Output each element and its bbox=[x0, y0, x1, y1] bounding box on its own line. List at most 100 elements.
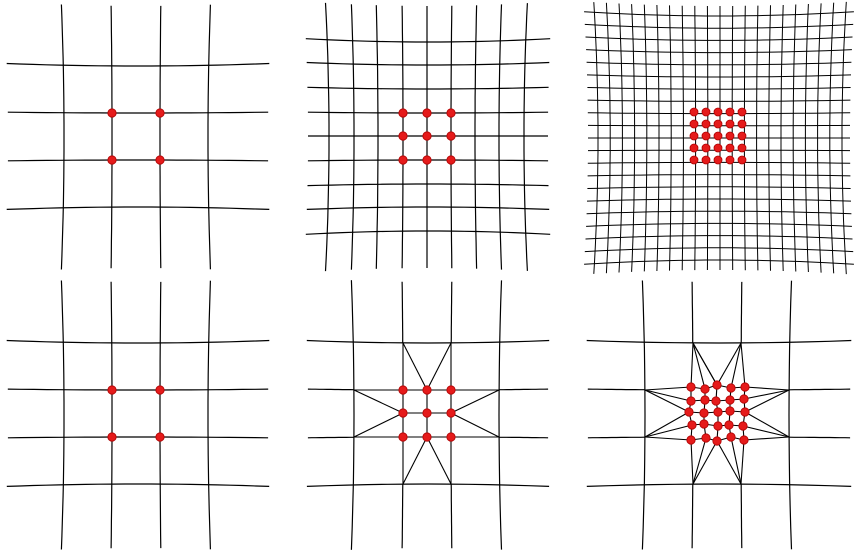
top-right-hline-1 bbox=[584, 23, 854, 29]
node-7 bbox=[446, 408, 456, 418]
node-9 bbox=[739, 394, 749, 404]
node-11 bbox=[699, 408, 709, 418]
fan-right-x bbox=[744, 411, 790, 438]
fan-left-4 bbox=[644, 436, 692, 441]
bottom-right-vline-1-0 bbox=[691, 281, 694, 343]
node-14 bbox=[740, 407, 750, 417]
fan-top-4 bbox=[740, 342, 746, 388]
node-4 bbox=[689, 155, 699, 165]
node-11 bbox=[713, 119, 723, 129]
fan-bot-2 bbox=[692, 440, 718, 485]
fan-6 bbox=[450, 389, 500, 414]
node-7 bbox=[446, 131, 456, 141]
node-24 bbox=[737, 155, 747, 165]
node-3 bbox=[422, 108, 432, 118]
bottom-middle-hline-1-1 bbox=[499, 388, 549, 391]
bottom-middle-vline-3-0 bbox=[498, 280, 503, 550]
bottom-left-hline-2 bbox=[7, 436, 269, 439]
node-23 bbox=[726, 432, 736, 442]
node-6 bbox=[701, 119, 711, 129]
top-left-vline-0 bbox=[60, 4, 65, 270]
fan-right-4 bbox=[743, 436, 790, 441]
bottom-middle-hline-0-0 bbox=[306, 339, 550, 344]
node-1 bbox=[155, 108, 165, 118]
top-middle-hline-6 bbox=[307, 183, 549, 187]
fan-right-3 bbox=[742, 425, 790, 438]
node-15 bbox=[687, 420, 697, 430]
top-right-hline-20 bbox=[584, 259, 854, 265]
bottom-right-vline-3-0 bbox=[788, 280, 793, 550]
top-middle-hline-7 bbox=[306, 206, 550, 210]
bottom-left-hline-1 bbox=[7, 388, 269, 391]
fan-bot-x bbox=[716, 440, 742, 485]
node-20 bbox=[737, 107, 747, 117]
node-13 bbox=[713, 143, 723, 153]
node-2 bbox=[712, 380, 722, 390]
node-12 bbox=[713, 407, 723, 417]
fan-bot-3 bbox=[730, 436, 742, 485]
bottom-middle-vline-1-1 bbox=[401, 484, 404, 549]
top-right-hline-17 bbox=[586, 222, 852, 227]
bottom-middle-hline-2-1 bbox=[499, 436, 549, 439]
node-18 bbox=[725, 143, 735, 153]
node-10 bbox=[713, 107, 723, 117]
node-1 bbox=[398, 408, 408, 418]
top-middle-vline-1 bbox=[350, 4, 355, 270]
node-15 bbox=[725, 107, 735, 117]
fan-right-1 bbox=[743, 389, 790, 400]
top-right-hline-3 bbox=[586, 49, 852, 54]
node-0 bbox=[107, 385, 117, 395]
bottom-left-vline-2 bbox=[159, 281, 162, 549]
fan-top-0 bbox=[690, 342, 694, 388]
bottom-right-vline-2-0 bbox=[740, 281, 743, 343]
node-1 bbox=[155, 385, 165, 395]
fan-top-3 bbox=[730, 342, 742, 389]
fan-bot-4 bbox=[740, 439, 745, 485]
top-middle-vline-8 bbox=[523, 3, 528, 271]
bottom-right-vline-2-1 bbox=[740, 484, 743, 549]
bottom-left-vline-1 bbox=[110, 281, 113, 549]
node-5 bbox=[686, 396, 696, 406]
node-17 bbox=[713, 421, 723, 431]
bottom-middle-vline-2-1 bbox=[450, 484, 453, 549]
node-6 bbox=[446, 385, 456, 395]
top-middle-hline-8 bbox=[305, 230, 551, 235]
node-6 bbox=[700, 395, 710, 405]
node-0 bbox=[398, 108, 408, 118]
node-4 bbox=[422, 408, 432, 418]
bottom-middle-vline-2-0 bbox=[450, 281, 453, 343]
bottom-right-hline-2-0 bbox=[587, 436, 645, 439]
node-13 bbox=[725, 406, 735, 416]
node-6 bbox=[446, 108, 456, 118]
node-22 bbox=[712, 436, 722, 446]
fan-left-3 bbox=[644, 424, 693, 438]
bottom-middle-hline-3-0 bbox=[306, 483, 550, 487]
top-left-hline-2 bbox=[7, 159, 269, 162]
fan-1 bbox=[426, 342, 452, 391]
bottom-right-hline-2-1 bbox=[789, 436, 851, 439]
bottom-right-hline-3-0 bbox=[586, 483, 852, 487]
bottom-middle-hline-2-0 bbox=[307, 436, 354, 439]
node-12 bbox=[713, 131, 723, 141]
node-24 bbox=[739, 435, 749, 445]
node-9 bbox=[701, 155, 711, 165]
fan-0 bbox=[402, 342, 428, 391]
node-16 bbox=[699, 419, 709, 429]
node-1 bbox=[700, 384, 710, 394]
node-22 bbox=[737, 131, 747, 141]
top-middle-vline-7 bbox=[498, 4, 503, 270]
top-right-hline-16 bbox=[586, 210, 852, 215]
bottom-middle-hline-1-0 bbox=[307, 388, 354, 391]
node-8 bbox=[446, 155, 456, 165]
top-left-vline-3 bbox=[207, 4, 211, 270]
fan-top-1 bbox=[692, 342, 706, 390]
bottom-middle-vline-0-0 bbox=[350, 280, 355, 550]
bottom-middle-vline-1-0 bbox=[401, 281, 404, 343]
fan-left-x bbox=[644, 411, 690, 438]
node-16 bbox=[725, 119, 735, 129]
top-right-hline-19 bbox=[584, 247, 854, 253]
bottom-left-hline-3 bbox=[6, 483, 270, 487]
node-0 bbox=[107, 108, 117, 118]
top-left-hline-1 bbox=[7, 111, 269, 114]
